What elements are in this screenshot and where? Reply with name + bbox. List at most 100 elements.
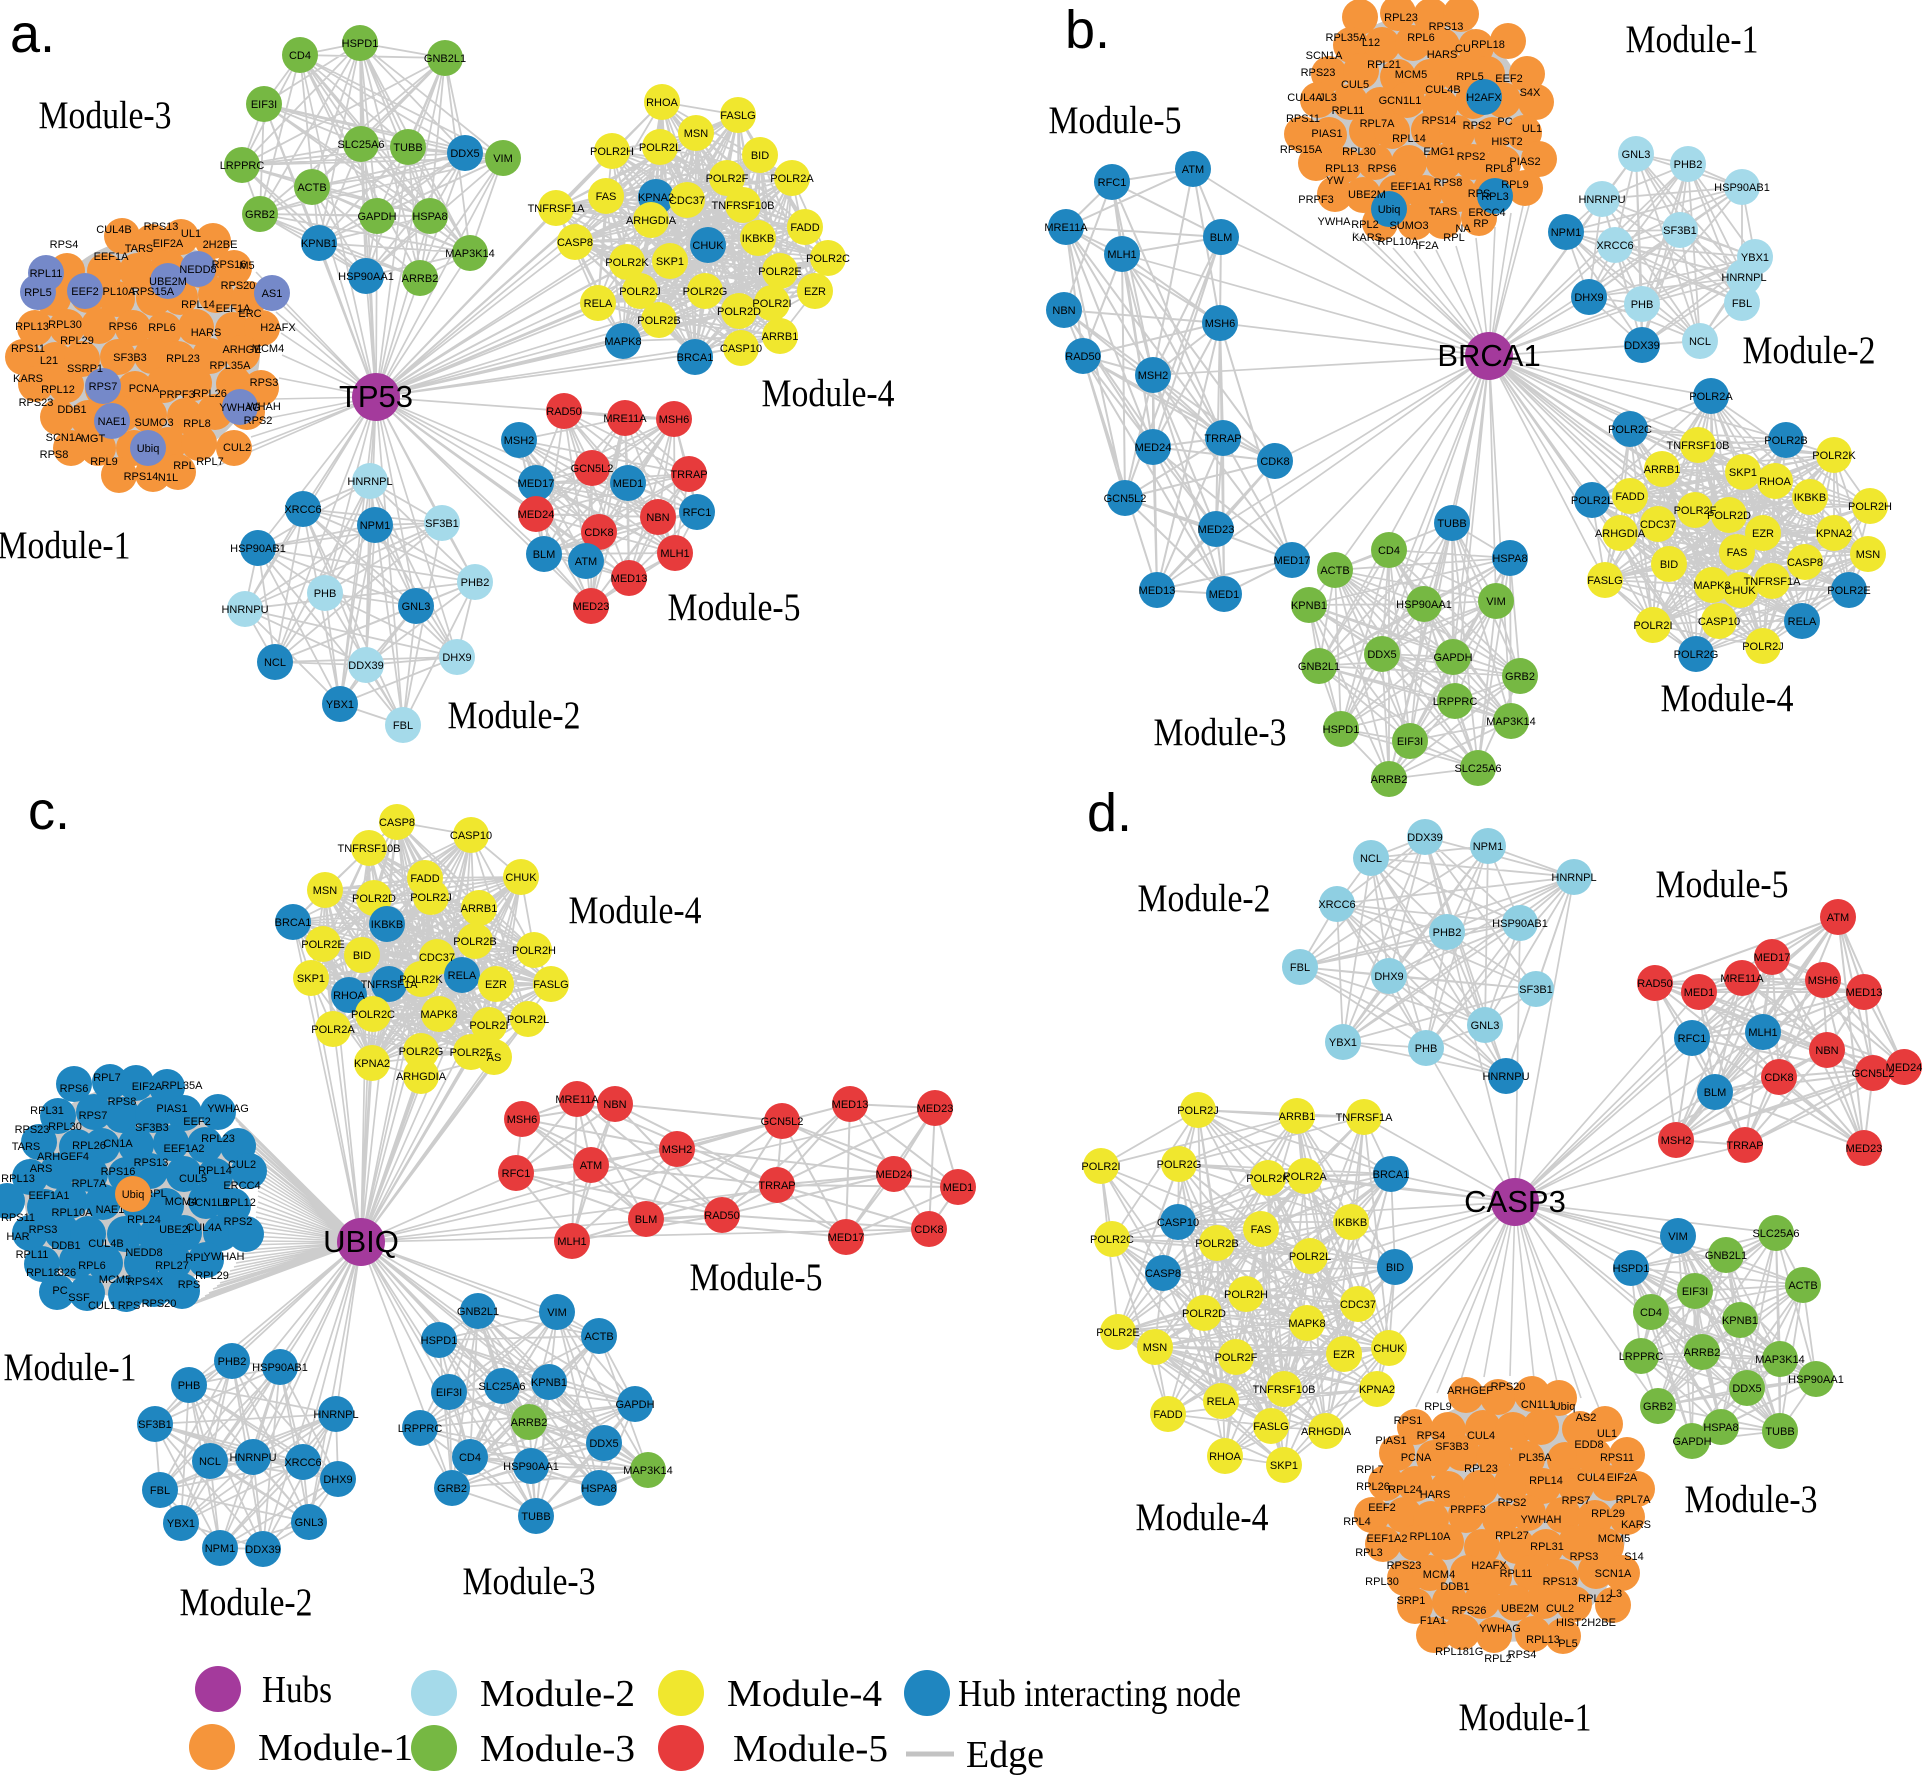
svg-text:CD4: CD4 [459, 1452, 481, 1464]
svg-text:ATM: ATM [575, 556, 597, 568]
svg-text:DDX5: DDX5 [1367, 649, 1396, 661]
svg-text:UL1: UL1 [181, 228, 201, 240]
svg-text:HIST2: HIST2 [1491, 136, 1522, 148]
svg-text:XRCC6: XRCC6 [1596, 240, 1633, 252]
svg-text:KPNA2: KPNA2 [1816, 528, 1852, 540]
svg-text:MED13: MED13 [611, 573, 648, 585]
svg-text:YBX1: YBX1 [326, 699, 354, 711]
svg-text:GNL3: GNL3 [295, 1517, 324, 1529]
svg-text:MGT: MGT [81, 433, 106, 445]
svg-text:POLR2B: POLR2B [1195, 1238, 1238, 1250]
svg-text:FASLG: FASLG [533, 979, 568, 991]
svg-text:KPNB1: KPNB1 [1291, 600, 1327, 612]
svg-text:POLR2I: POLR2I [469, 1020, 508, 1032]
svg-text:KARS: KARS [1621, 1519, 1651, 1531]
svg-text:RPS13: RPS13 [1429, 21, 1464, 33]
svg-text:MAP3K14: MAP3K14 [623, 1465, 673, 1477]
svg-text:ARHGDIA: ARHGDIA [396, 1071, 447, 1083]
svg-text:POLR2L: POLR2L [507, 1014, 549, 1026]
svg-text:GNB2L1: GNB2L1 [424, 53, 466, 65]
svg-text:AS2: AS2 [1576, 1412, 1597, 1424]
svg-text:RPL2: RPL2 [1351, 219, 1379, 231]
svg-text:SCN1A: SCN1A [46, 432, 83, 444]
svg-text:Module-4: Module-4 [727, 1673, 882, 1715]
svg-text:RPL27: RPL27 [155, 1260, 189, 1272]
svg-text:HARS: HARS [1427, 49, 1458, 61]
svg-text:EZR: EZR [485, 979, 507, 991]
svg-text:GCN1L1: GCN1L1 [1379, 95, 1422, 107]
svg-text:MSH6: MSH6 [1808, 975, 1839, 987]
svg-text:HNRNPL: HNRNPL [313, 1409, 358, 1421]
svg-text:MSH6: MSH6 [507, 1114, 538, 1126]
svg-text:ATM: ATM [580, 1160, 602, 1172]
svg-text:POLR2C: POLR2C [806, 253, 850, 265]
svg-text:KPNB1: KPNB1 [531, 1377, 567, 1389]
svg-text:RPL7: RPL7 [196, 456, 224, 468]
svg-text:Edge: Edge [966, 1734, 1044, 1775]
svg-text:RPS6: RPS6 [109, 321, 138, 333]
svg-text:a.: a. [10, 4, 55, 64]
svg-text:CN1A: CN1A [103, 1138, 133, 1150]
svg-text:GNB2L1: GNB2L1 [1298, 661, 1340, 673]
svg-text:MAPK8: MAPK8 [1288, 1318, 1325, 1330]
svg-text:HSP90AB1: HSP90AB1 [1492, 918, 1548, 930]
svg-text:PIAS1: PIAS1 [156, 1103, 187, 1115]
svg-text:CUL4B: CUL4B [96, 224, 131, 236]
svg-text:EEF1A1: EEF1A1 [29, 1190, 70, 1202]
svg-text:FASLG: FASLG [720, 110, 755, 122]
svg-text:RPL6: RPL6 [78, 1260, 106, 1272]
svg-text:FBL: FBL [1732, 298, 1752, 310]
svg-text:TNFRSF10B: TNFRSF10B [338, 843, 401, 855]
svg-text:BLM: BLM [1210, 232, 1233, 244]
svg-text:MED13: MED13 [1846, 987, 1883, 999]
svg-text:Module-1: Module-1 [1626, 18, 1759, 61]
svg-text:RPL35A: RPL35A [210, 360, 252, 372]
svg-text:MSH2: MSH2 [1138, 370, 1169, 382]
svg-text:RPL10A: RPL10A [1410, 1531, 1452, 1543]
svg-text:MAP3K14: MAP3K14 [445, 248, 495, 260]
svg-text:BRCA1: BRCA1 [677, 352, 714, 364]
svg-text:Module-5: Module-5 [690, 1256, 823, 1299]
svg-text:M5: M5 [239, 260, 254, 272]
svg-text:MLH1: MLH1 [1748, 1027, 1777, 1039]
svg-text:RPL30: RPL30 [1342, 146, 1376, 158]
svg-text:HSP90AA1: HSP90AA1 [503, 1461, 559, 1473]
svg-text:GAPDH: GAPDH [1672, 1436, 1711, 1448]
svg-text:GNL3: GNL3 [1471, 1020, 1500, 1032]
svg-text:EEF1A2: EEF1A2 [164, 1143, 205, 1155]
svg-text:PL35A: PL35A [1518, 1452, 1552, 1464]
svg-text:AS: AS [487, 1052, 502, 1064]
svg-text:PHB: PHB [178, 1380, 201, 1392]
svg-text:RPL5: RPL5 [1456, 71, 1484, 83]
svg-text:FAS: FAS [596, 191, 617, 203]
svg-text:RFC1: RFC1 [1678, 1033, 1707, 1045]
svg-text:RPS11: RPS11 [1, 1212, 35, 1224]
svg-text:RFC1: RFC1 [1098, 177, 1127, 189]
svg-text:SKP1: SKP1 [297, 973, 325, 985]
svg-text:DDX5: DDX5 [589, 1438, 618, 1450]
svg-text:TNFRSF1A: TNFRSF1A [361, 979, 419, 991]
svg-text:RPL7A: RPL7A [1360, 118, 1396, 130]
svg-text:KPNB1: KPNB1 [301, 238, 337, 250]
svg-text:CASP10: CASP10 [1698, 616, 1740, 628]
svg-text:PCNA: PCNA [1401, 1452, 1432, 1464]
svg-text:POLR2A: POLR2A [1283, 1171, 1327, 1183]
svg-text:MED17: MED17 [1754, 952, 1791, 964]
svg-text:RPL26: RPL26 [1356, 1481, 1390, 1493]
svg-text:ERC: ERC [238, 308, 261, 320]
svg-text:RPL18: RPL18 [26, 1267, 60, 1279]
svg-text:POLR2K: POLR2K [605, 257, 649, 269]
svg-text:HSPA8: HSPA8 [1703, 1422, 1738, 1434]
svg-text:MED17: MED17 [828, 1232, 865, 1244]
svg-text:MRE11A: MRE11A [1044, 222, 1088, 234]
svg-text:RPS23: RPS23 [15, 1124, 50, 1136]
svg-text:TARS: TARS [1429, 206, 1458, 218]
svg-text:POLR2K: POLR2K [399, 974, 443, 986]
svg-text:EEF1A: EEF1A [94, 251, 130, 263]
svg-text:CUL4B: CUL4B [88, 1238, 123, 1250]
svg-text:POLR2A: POLR2A [311, 1024, 355, 1036]
svg-text:MSN: MSN [313, 885, 338, 897]
svg-text:RELA: RELA [584, 298, 613, 310]
svg-text:MED24: MED24 [876, 1169, 913, 1181]
svg-text:JL3: JL3 [1319, 92, 1337, 104]
